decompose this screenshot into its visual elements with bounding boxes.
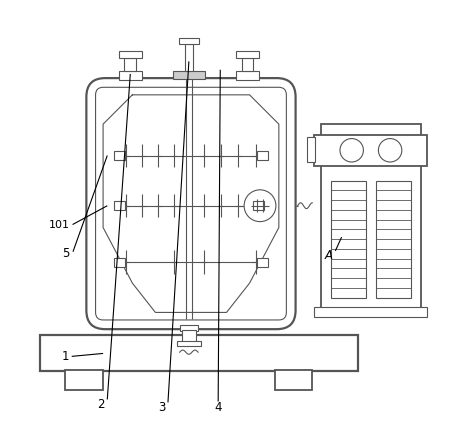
Bar [119, 51, 142, 58]
Bar [65, 370, 103, 390]
Text: 5: 5 [62, 247, 69, 260]
Bar [257, 258, 267, 267]
Circle shape [244, 190, 276, 222]
Text: 1: 1 [62, 350, 69, 363]
FancyBboxPatch shape [86, 78, 296, 329]
Text: 2: 2 [97, 398, 105, 411]
Bar [40, 335, 358, 371]
Bar [119, 71, 142, 80]
Bar [376, 181, 410, 298]
Bar [321, 124, 421, 317]
Bar [114, 258, 125, 267]
Bar [307, 137, 315, 162]
Bar [114, 151, 125, 160]
Bar [236, 51, 259, 58]
Bar [274, 370, 312, 390]
Bar [242, 58, 253, 71]
Circle shape [378, 139, 402, 162]
Bar [182, 330, 196, 343]
Text: 101: 101 [49, 220, 70, 229]
Bar [253, 201, 264, 210]
Bar [173, 71, 205, 79]
Bar [257, 151, 267, 160]
Bar [180, 325, 198, 331]
Text: 3: 3 [158, 401, 165, 414]
Bar [314, 134, 428, 166]
Text: A: A [325, 249, 333, 262]
Circle shape [340, 139, 364, 162]
Bar [185, 44, 192, 71]
Bar [314, 307, 428, 317]
Bar [179, 37, 199, 44]
Bar [125, 58, 136, 71]
Bar [114, 201, 125, 210]
Bar [331, 181, 365, 298]
Text: 4: 4 [214, 401, 222, 414]
Bar [177, 341, 201, 346]
Bar [236, 71, 259, 80]
